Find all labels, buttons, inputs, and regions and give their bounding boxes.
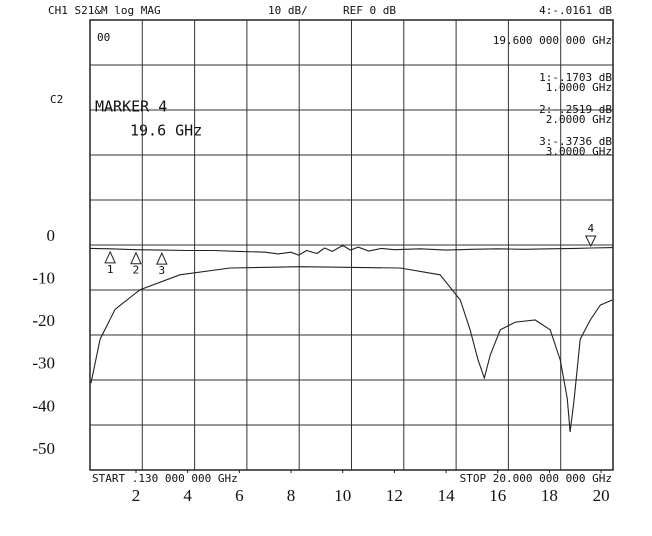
marker-list-value: 1:-.1703 dB (539, 71, 612, 84)
x-tick-label: 6 (235, 486, 244, 505)
channel-label: CH1 S21&M log MAG (48, 4, 161, 17)
marker-symbol (104, 250, 116, 264)
marker-symbol (130, 251, 142, 265)
marker-freq: 19.600 000 000 GHz (493, 34, 612, 47)
graticule (89, 19, 614, 471)
marker-list-freq: 1.0000 GHz (546, 81, 612, 94)
marker-label: 3 (159, 264, 166, 277)
marker-symbol (584, 235, 597, 248)
x-tick-label: 20 (593, 486, 610, 505)
marker-list-value: 3:-.3736 dB (539, 135, 612, 148)
marker-label: 2 (133, 264, 140, 277)
marker-title: MARKER 4 (95, 98, 167, 116)
cor-label: 00 (97, 31, 110, 44)
y-tick-label: -50 (32, 439, 55, 458)
x-tick-label: 12 (386, 486, 403, 505)
x-tick-label: 4 (183, 486, 192, 505)
marker-value: 4:-.0161 dB (539, 4, 612, 17)
scale-label: 10 dB/ (268, 4, 308, 17)
x-tick-label: 8 (287, 486, 296, 505)
trace (89, 244, 614, 256)
x-tick-label: 14 (438, 486, 456, 505)
marker-symbol (156, 251, 168, 265)
x-tick-label: 10 (334, 486, 351, 505)
start-label: START .130 000 000 GHz (92, 472, 238, 485)
marker-list-freq: 3.0000 GHz (546, 145, 612, 158)
stop-label: STOP 20.000 000 000 GHz (460, 472, 612, 485)
ref-label: REF 0 dB (343, 4, 396, 17)
marker-label: 1 (107, 263, 114, 276)
marker-sub: 19.6 GHz (130, 122, 202, 140)
y-tick-label: -30 (32, 354, 55, 373)
channel2-label: C2 (50, 93, 63, 106)
x-tick-label: 18 (541, 486, 558, 505)
y-tick-label: -40 (32, 396, 55, 415)
marker-list-value: 2:-.2519 dB (539, 103, 612, 116)
marker-list-freq: 2.0000 GHz (546, 113, 612, 126)
y-tick-label: 0 (47, 226, 56, 245)
x-tick-label: 16 (489, 486, 506, 505)
trace (90, 266, 613, 433)
y-tick-label: -10 (32, 268, 55, 287)
y-tick-label: -20 (32, 311, 55, 330)
x-tick-label: 2 (132, 486, 141, 505)
marker-label: 4 (587, 222, 594, 235)
